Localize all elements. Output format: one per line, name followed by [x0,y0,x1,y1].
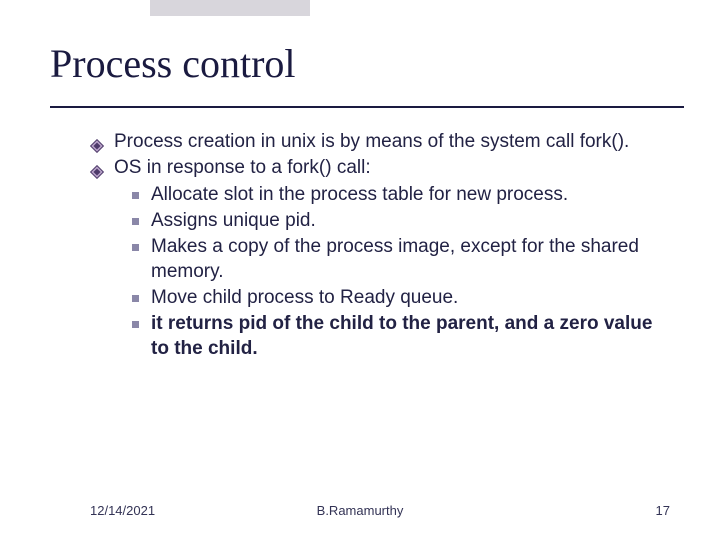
footer-date: 12/14/2021 [90,503,155,518]
sub-bullet-list: Allocate slot in the process table for n… [132,183,670,361]
bullet-item: Process creation in unix is by means of … [90,130,670,154]
bullet-item: OS in response to a fork() call: [90,156,670,180]
sub-bullet-item: Makes a copy of the process image, excep… [132,235,670,284]
sub-bullet-item: Move child process to Ready queue. [132,286,670,310]
sub-bullet-item: it returns pid of the child to the paren… [132,312,670,361]
slide-footer: 12/14/2021 B.Ramamurthy 17 [0,503,720,518]
bullet-text: Process creation in unix is by means of … [114,130,670,154]
square-bullet-icon [132,192,139,199]
title-underline [50,106,684,108]
diamond-bullet-icon [90,136,104,150]
footer-author: B.Ramamurthy [317,503,404,518]
square-bullet-icon [132,295,139,302]
sub-bullet-text: it returns pid of the child to the paren… [151,312,670,361]
square-bullet-icon [132,321,139,328]
diamond-bullet-icon [90,162,104,176]
footer-page: 17 [656,503,670,518]
slide-body: Process creation in unix is by means of … [90,130,670,363]
sub-bullet-text: Move child process to Ready queue. [151,286,670,310]
slide-title: Process control [50,40,296,87]
sub-bullet-text: Assigns unique pid. [151,209,670,233]
top-decorator [150,0,310,16]
bullet-text: OS in response to a fork() call: [114,156,670,180]
slide: Process control Process creation in unix… [0,0,720,540]
sub-bullet-text: Allocate slot in the process table for n… [151,183,670,207]
sub-bullet-item: Allocate slot in the process table for n… [132,183,670,207]
sub-bullet-text: Makes a copy of the process image, excep… [151,235,670,284]
square-bullet-icon [132,244,139,251]
square-bullet-icon [132,218,139,225]
sub-bullet-item: Assigns unique pid. [132,209,670,233]
